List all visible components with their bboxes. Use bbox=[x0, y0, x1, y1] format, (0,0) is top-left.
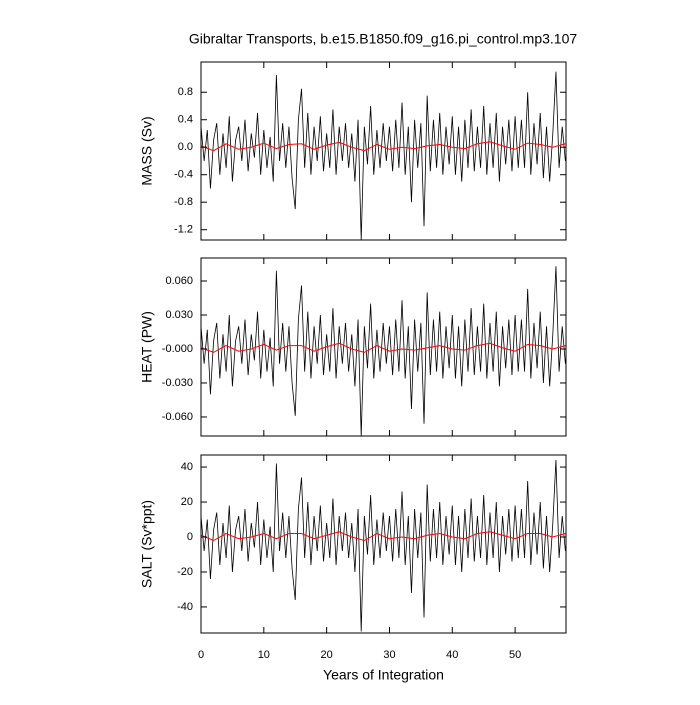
x-tick-label: 0 bbox=[198, 649, 204, 661]
chart-title: Gibraltar Transports, b.e15.B1850.f09_g1… bbox=[189, 31, 578, 47]
series-line bbox=[201, 266, 566, 436]
y-tick-label: -20 bbox=[177, 566, 193, 578]
y-tick-label: -0.060 bbox=[162, 411, 193, 423]
x-tick-label: 40 bbox=[446, 649, 458, 661]
y-axis-label: SALT (Sv*ppt) bbox=[139, 500, 155, 588]
x-tick-label: 10 bbox=[258, 649, 270, 661]
y-tick-label: -0.030 bbox=[162, 377, 193, 389]
series-line bbox=[201, 531, 566, 542]
series-line bbox=[201, 342, 566, 353]
series-line bbox=[201, 460, 566, 632]
series-line bbox=[201, 141, 566, 152]
x-tick-label: 50 bbox=[509, 649, 521, 661]
y-tick-label: 0.030 bbox=[165, 309, 193, 321]
y-axis-label: MASS (Sv) bbox=[139, 116, 155, 185]
y-tick-label: 40 bbox=[181, 461, 193, 473]
y-tick-label: -0.4 bbox=[174, 169, 193, 181]
plot-frame bbox=[200, 61, 567, 241]
x-tick-label: 20 bbox=[321, 649, 333, 661]
series-line bbox=[201, 71, 566, 240]
plot-frame bbox=[200, 454, 567, 634]
y-tick-label: -0.8 bbox=[174, 196, 193, 208]
y-tick-label: 0.060 bbox=[165, 275, 193, 287]
y-tick-label: -0.000 bbox=[162, 343, 193, 355]
y-tick-label: 0.8 bbox=[178, 86, 193, 98]
y-axis-label: HEAT (PW) bbox=[139, 311, 155, 383]
plot-frame bbox=[200, 257, 567, 437]
x-tick-label: 30 bbox=[383, 649, 395, 661]
y-tick-label: -1.2 bbox=[174, 224, 193, 236]
y-tick-label: 0.0 bbox=[178, 141, 193, 153]
x-axis-label: Years of Integration bbox=[323, 667, 444, 683]
y-tick-label: 20 bbox=[181, 496, 193, 508]
y-tick-label: -40 bbox=[177, 601, 193, 613]
y-tick-label: 0 bbox=[187, 531, 193, 543]
y-tick-label: 0.4 bbox=[178, 114, 193, 126]
